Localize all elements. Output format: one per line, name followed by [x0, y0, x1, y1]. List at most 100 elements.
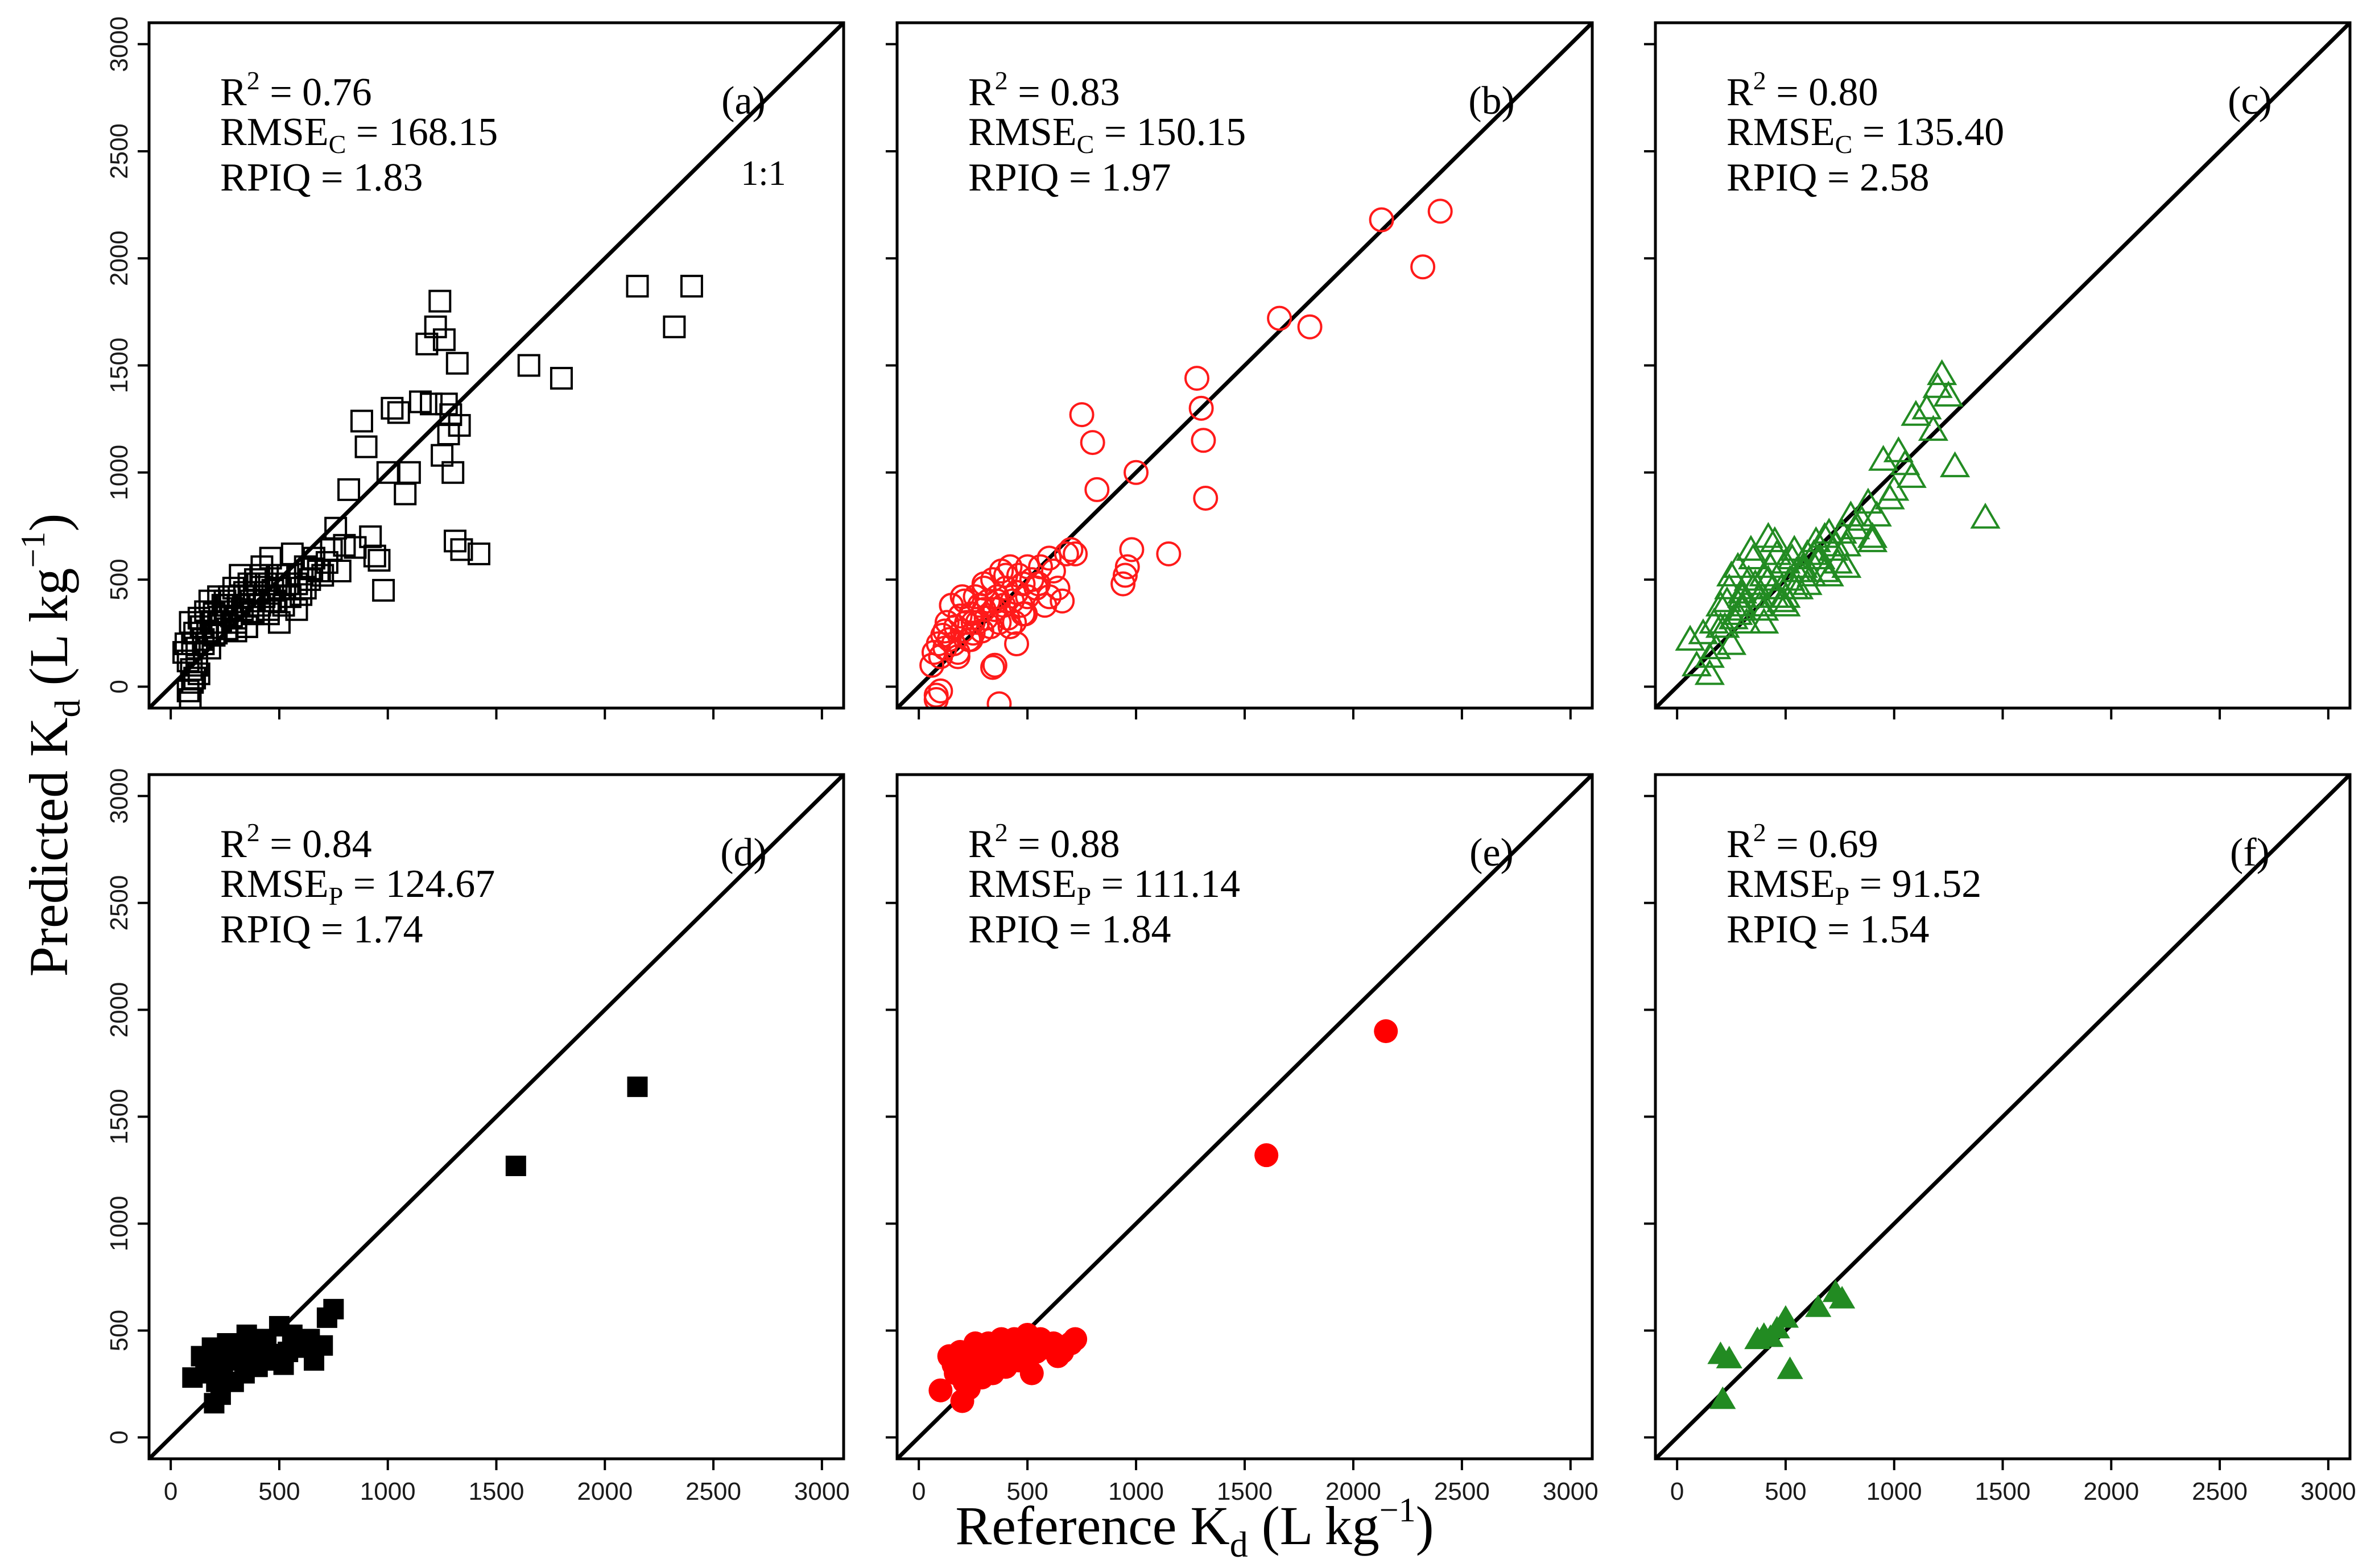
- data-point: [1772, 1305, 1799, 1328]
- data-point: [1069, 402, 1094, 428]
- data-point: [286, 1337, 307, 1358]
- data-point: [958, 627, 984, 652]
- rpiq-label: RPIQ = 1.84: [968, 908, 1171, 951]
- y-tick-label: 1500: [105, 1089, 133, 1145]
- data-point: [1694, 642, 1725, 668]
- data-point: [246, 572, 269, 595]
- data-point: [1868, 445, 1899, 471]
- data-point: [1267, 305, 1292, 331]
- data-point: [1124, 460, 1149, 485]
- data-point: [1766, 586, 1796, 613]
- data-point: [1036, 545, 1062, 571]
- data-point: [337, 478, 361, 501]
- data-point: [1760, 526, 1790, 552]
- y-tick-label: 2500: [105, 123, 133, 179]
- y-tick-label: 0: [105, 680, 133, 693]
- data-point: [1874, 483, 1905, 510]
- data-point: [1427, 198, 1453, 224]
- data-point: [1927, 359, 1957, 386]
- data-point: [350, 409, 373, 433]
- data-point: [928, 1378, 953, 1402]
- data-point: [265, 1343, 286, 1364]
- x-tick-label: 2500: [2192, 1478, 2248, 1505]
- data-point: [187, 662, 210, 685]
- data-point: [207, 611, 230, 634]
- data-point: [963, 1331, 988, 1355]
- x-tick-label: 3000: [794, 1478, 850, 1505]
- data-point: [1410, 254, 1436, 280]
- data-point: [1857, 526, 1888, 552]
- y-tick-label: 2500: [105, 875, 133, 931]
- data-point: [1374, 1019, 1398, 1044]
- data-point: [1184, 366, 1209, 391]
- data-point: [276, 572, 300, 595]
- data-point: [1805, 1294, 1832, 1317]
- data-point: [441, 461, 465, 484]
- x-tick-label: 500: [258, 1478, 300, 1505]
- data-point: [1857, 522, 1888, 548]
- data-point: [376, 461, 399, 484]
- data-point: [1369, 207, 1394, 233]
- data-point: [1744, 582, 1775, 608]
- data-point: [945, 644, 970, 669]
- marker-layer: [172, 275, 703, 708]
- rpiq-label: RPIQ = 1.54: [1727, 908, 1929, 951]
- data-point: [312, 1335, 333, 1356]
- data-point: [367, 549, 391, 572]
- data-point: [250, 564, 274, 587]
- panel-tag: (d): [720, 831, 767, 875]
- data-point: [1731, 607, 1762, 634]
- data-point: [424, 315, 447, 338]
- data-point: [989, 1327, 1014, 1351]
- marker-layer: [928, 1019, 1398, 1413]
- data-point: [328, 560, 352, 582]
- y-axis-title: Predicted Kd (L kg−1): [14, 514, 88, 977]
- data-point: [1110, 571, 1136, 597]
- x-tick-label: 1000: [1866, 1478, 1922, 1505]
- data-point: [432, 328, 456, 351]
- data-point: [1254, 1143, 1279, 1168]
- data-point: [993, 562, 1018, 588]
- r2-label: R2 = 0.88: [968, 818, 1120, 866]
- data-point: [1736, 535, 1766, 561]
- data-point: [1755, 552, 1786, 578]
- data-point: [971, 597, 997, 622]
- r2-label: R2 = 0.69: [1727, 818, 1878, 866]
- data-point: [1787, 556, 1819, 582]
- data-point: [1716, 629, 1747, 655]
- data-point: [1727, 590, 1758, 617]
- data-point: [627, 1076, 648, 1097]
- y-tick-label: 3000: [105, 16, 133, 72]
- rmse-label: RMSEP = 111.14: [968, 862, 1240, 911]
- data-point: [1681, 650, 1712, 677]
- data-point: [1718, 603, 1749, 630]
- data-point: [1119, 537, 1145, 562]
- data-point: [354, 435, 378, 458]
- data-point: [323, 1298, 344, 1319]
- data-point: [1770, 590, 1801, 617]
- data-point: [1010, 601, 1036, 627]
- data-point: [448, 413, 471, 437]
- x-axis-title: Reference Kd (L kg−1): [955, 1491, 1434, 1565]
- data-point: [394, 482, 417, 506]
- y-tick-label: 1500: [105, 338, 133, 394]
- rmse-label: RMSEP = 91.52: [1727, 862, 1981, 911]
- data-point: [971, 571, 997, 597]
- data-point: [1023, 576, 1049, 601]
- data-point: [415, 332, 439, 355]
- data-point: [1853, 487, 1884, 514]
- data-point: [307, 560, 330, 582]
- data-point: [1040, 558, 1066, 584]
- y-tick-label: 1000: [105, 1196, 133, 1252]
- x-tick-label: 1000: [360, 1478, 416, 1505]
- data-point: [1911, 393, 1942, 420]
- data-point: [1896, 462, 1927, 488]
- panel-tag: (a): [721, 79, 766, 123]
- data-point: [982, 597, 1007, 622]
- x-tick-label: 1500: [1975, 1478, 2031, 1505]
- data-point: [1058, 537, 1084, 562]
- data-point: [445, 351, 469, 375]
